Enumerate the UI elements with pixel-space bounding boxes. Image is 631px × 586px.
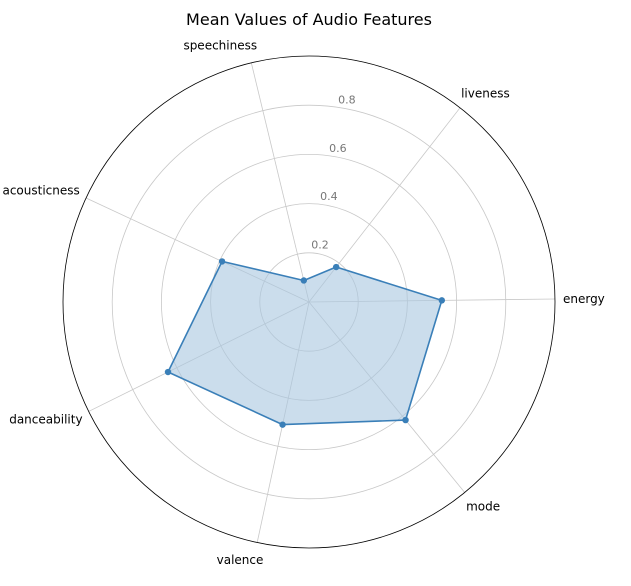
grid-ring [111,104,507,500]
category-label: acousticness [2,183,79,197]
data-point [300,277,308,284]
data-point [164,368,172,376]
r-tick-label: 0.8 [338,93,356,106]
data-point [279,421,286,428]
r-tick-label: 0.6 [329,142,347,155]
category-label: valence [217,553,264,567]
data-point [332,263,340,271]
series-area [168,261,442,425]
grid-spoke [250,62,310,303]
category-label: danceability [9,412,82,426]
polar-frame [62,55,556,549]
r-tick-label: 0.4 [320,190,338,203]
data-point [402,416,409,424]
data-point [438,297,446,304]
data-point [218,258,226,265]
grid-ring [160,153,458,451]
category-label: energy [563,292,605,306]
category-label: mode [466,499,500,513]
chart-title: Mean Values of Audio Features [186,10,432,29]
series-line [167,260,443,426]
r-tick-label: 0.2 [311,239,329,252]
category-label: liveness [461,87,510,101]
category-label: speechiness [183,38,257,52]
